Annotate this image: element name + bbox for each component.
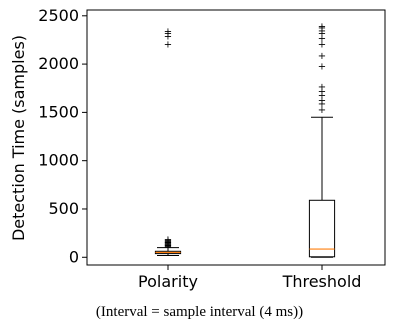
outlier-threshold-6: + [318, 62, 326, 73]
outlier-polarity-6: + [164, 237, 172, 248]
outlier-polarity-12: + [164, 29, 172, 40]
outlier-polarity-9: + [164, 235, 172, 246]
outlier-threshold-0: + [318, 105, 326, 116]
outlier-threshold-13: + [318, 21, 326, 32]
outlier-polarity-10: + [164, 39, 172, 50]
y-tick-label-2000: 2000 [38, 54, 79, 73]
box-polarity: ++++++++++++++ [154, 26, 182, 257]
outlier-polarity-3: + [164, 240, 172, 251]
outlier-threshold-1: + [318, 99, 326, 110]
outlier-threshold-2: + [318, 95, 326, 106]
x-tick-label-polarity: Polarity [138, 272, 198, 291]
outlier-threshold-5: + [318, 82, 326, 93]
outlier-polarity-11: + [164, 32, 172, 43]
outlier-threshold-9: + [318, 34, 326, 45]
outlier-threshold-4: + [318, 87, 326, 98]
box-plot-chart: 0 500 1000 1500 2000 2500 Polarity Threshold +… [0, 0, 399, 300]
outlier-polarity-0: + [164, 242, 172, 253]
plot-frame [86, 9, 386, 266]
outlier-polarity-13: + [164, 26, 172, 37]
x-axis-ticks: Polarity Threshold [138, 265, 361, 291]
outlier-threshold-11: + [318, 26, 326, 37]
y-tick-label-1500: 1500 [38, 102, 79, 121]
box-iqr-threshold [308, 199, 336, 258]
outlier-polarity-2: + [164, 240, 172, 251]
outlier-polarity-8: + [164, 236, 172, 247]
outlier-polarity-7: + [164, 237, 172, 248]
outlier-threshold-8: + [318, 39, 326, 50]
outlier-threshold-12: + [318, 23, 326, 34]
outlier-threshold-7: + [318, 51, 326, 62]
y-tick-label-1000: 1000 [38, 151, 79, 170]
outlier-threshold-3: + [318, 91, 326, 102]
outlier-polarity-1: + [164, 241, 172, 252]
y-tick-label-2500: 2500 [38, 6, 79, 25]
x-tick-label-threshold: Threshold [282, 272, 362, 291]
y-axis-ticks: 0 500 1000 1500 2000 2500 [38, 6, 87, 266]
boxes-layer: ++++++++++++++++++++++++++++ [154, 21, 336, 258]
outlier-polarity-5: + [164, 238, 172, 249]
y-tick-label-0: 0 [69, 247, 79, 266]
box-threshold: ++++++++++++++ [308, 21, 336, 258]
outlier-polarity-4: + [164, 239, 172, 250]
outlier-threshold-10: + [318, 29, 326, 40]
y-tick-label-500: 500 [48, 199, 79, 218]
figure-caption: (Interval = sample interval (4 ms)) [95, 304, 304, 320]
y-axis-title: Detection Time (samples) [9, 35, 28, 241]
plot-background [0, 0, 399, 300]
